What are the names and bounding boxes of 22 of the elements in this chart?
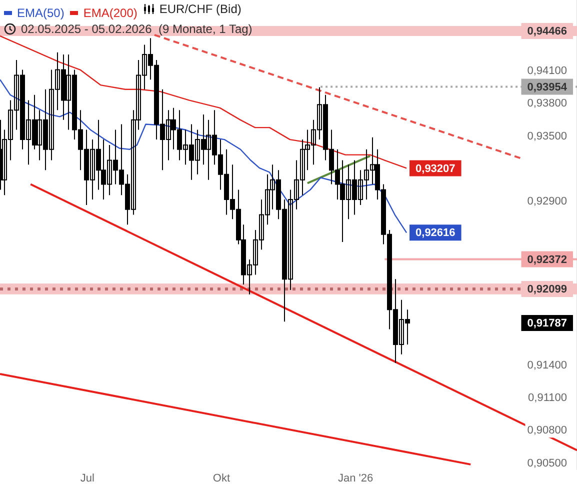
y-tick-label: 0,90800 — [527, 424, 567, 437]
data-label: 0,93207 — [416, 162, 456, 175]
y-tick-label: 0,91100 — [528, 392, 567, 404]
y-tick-label: 0,93500 — [527, 130, 567, 142]
data-label: 0,92372 — [527, 254, 567, 266]
y-tick-label: 0,93800 — [527, 98, 567, 110]
ref-line-label: 0,92099 — [527, 284, 567, 296]
text: 02.05.2025 - 05.02.2026 (9 Monate, 1 Tag) — [21, 21, 252, 37]
text: 0,91787 — [527, 318, 567, 330]
data-label: 0,92616 — [416, 227, 456, 240]
legend-label: EMA(200) — [83, 5, 138, 21]
y-tick-label: 0,90500 — [527, 457, 567, 470]
ref-line-label: 0,94466 — [527, 25, 567, 38]
legend-label: EUR/CHF (Bid) — [159, 1, 242, 17]
legend-label: EMA(50) — [17, 5, 64, 21]
y-tick-label: 0,92900 — [527, 196, 567, 208]
x-tick-label: Jan '26 — [338, 472, 374, 484]
x-tick-label: Jul — [80, 472, 94, 484]
y-tick-label: 0,94100 — [527, 64, 567, 77]
x-tick-label: Okt — [212, 472, 230, 484]
data-label: 0,93954 — [527, 81, 568, 94]
y-tick-label: 0,91400 — [527, 359, 567, 372]
